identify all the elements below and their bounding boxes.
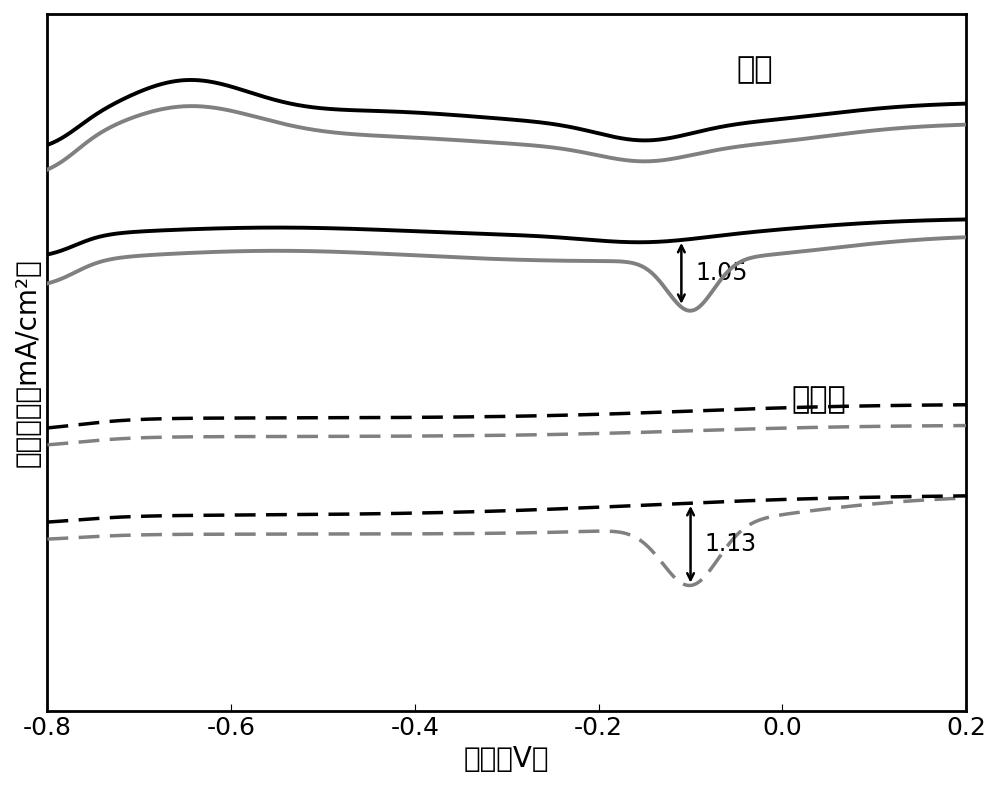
Text: 铂碳: 铂碳 bbox=[736, 55, 773, 84]
Text: 1.05: 1.05 bbox=[695, 261, 748, 286]
X-axis label: 电位（V）: 电位（V） bbox=[464, 745, 550, 773]
Y-axis label: 电流密度（mA/cm²）: 电流密度（mA/cm²） bbox=[14, 258, 42, 467]
Text: 1.13: 1.13 bbox=[704, 532, 756, 556]
Text: 生物碱: 生物碱 bbox=[792, 385, 846, 414]
